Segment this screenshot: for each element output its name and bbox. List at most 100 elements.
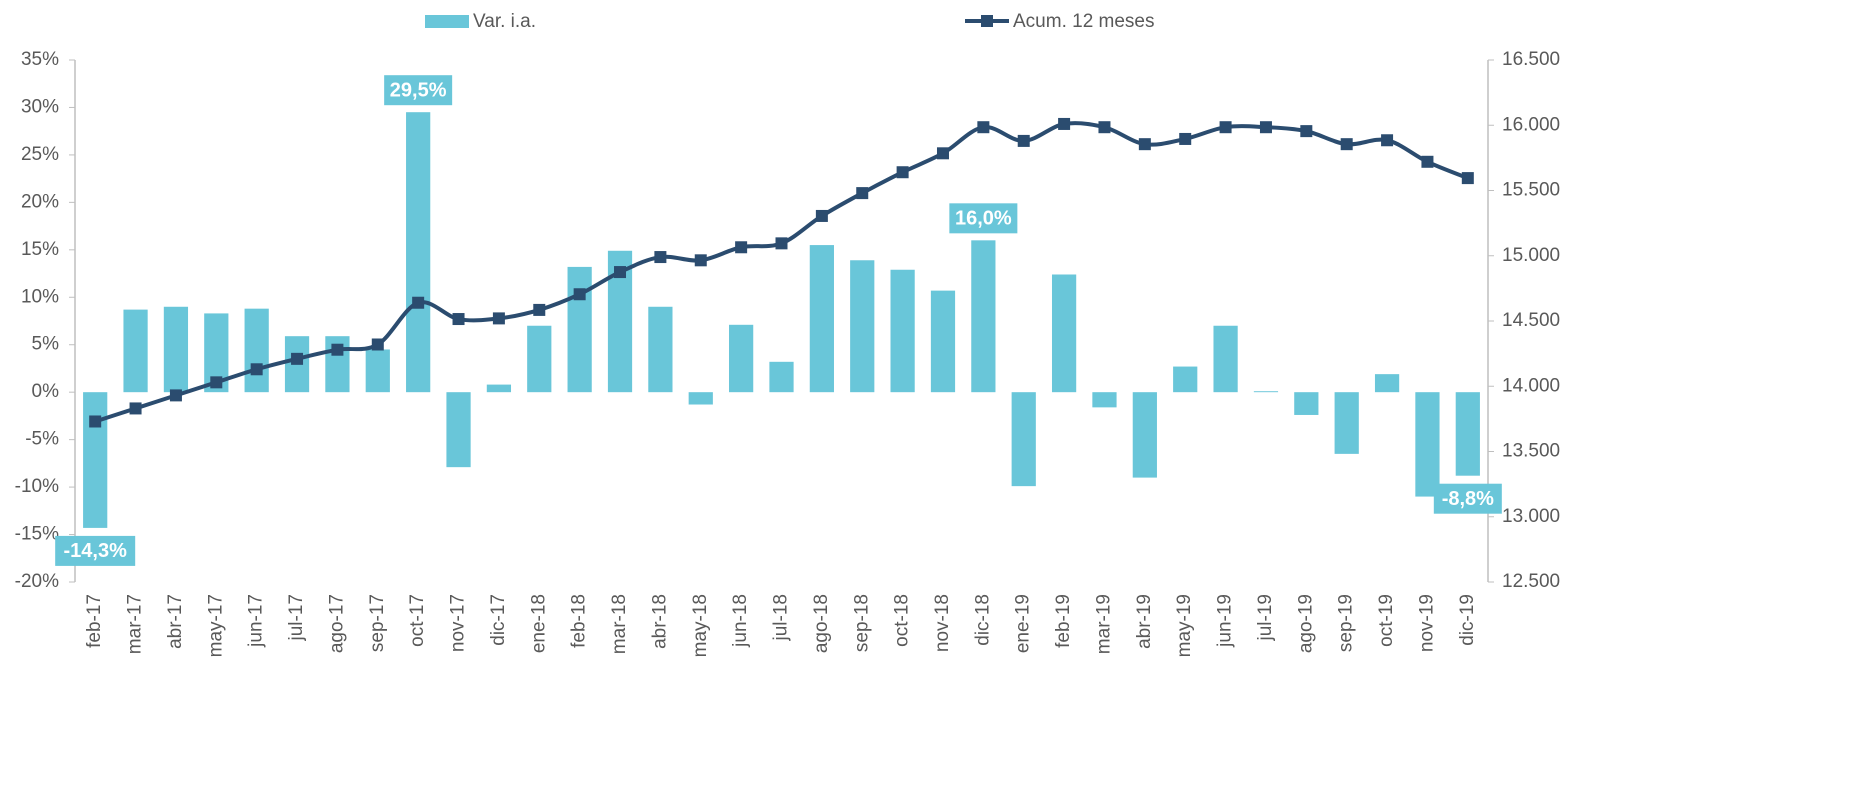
line-marker [1259, 121, 1272, 134]
x-tick-label: feb-19 [1053, 594, 1074, 648]
y-tick-label: -20% [15, 571, 59, 592]
x-tick-label: feb-17 [84, 594, 105, 648]
x-tick-label: may-19 [1174, 594, 1195, 657]
x-tick-label: sep-17 [367, 594, 388, 652]
x-tick-label: dic-19 [1457, 594, 1478, 646]
x-tick-label: nov-18 [932, 594, 953, 652]
bar [163, 306, 189, 393]
x-tick-label: ago-19 [1295, 594, 1316, 653]
line-marker [412, 296, 425, 309]
bar [1132, 392, 1157, 478]
x-tick-label: mar-19 [1093, 594, 1114, 654]
bar [1455, 392, 1480, 476]
line-marker [169, 389, 182, 402]
bar [850, 260, 875, 393]
data-label-box [55, 535, 136, 566]
y2-tick-label: 16.500 [1502, 49, 1560, 70]
y-tick-label: -15% [15, 524, 59, 545]
line-marker [1058, 117, 1071, 130]
bar [1173, 366, 1198, 393]
line-marker [291, 352, 304, 365]
data-label: 16,0% [955, 208, 1012, 230]
line-marker [129, 402, 142, 415]
y2-tick-label: 15.000 [1502, 245, 1560, 266]
x-tick-label: oct-19 [1376, 594, 1397, 647]
bar [446, 392, 471, 468]
line-marker [896, 166, 909, 179]
line-marker [371, 338, 384, 351]
bar [1294, 392, 1319, 415]
line-marker [1421, 155, 1434, 168]
data-label: 29,5% [390, 79, 447, 101]
bar [486, 384, 512, 393]
bar [729, 324, 754, 393]
legend-swatch [425, 15, 469, 28]
bar [809, 245, 834, 393]
x-tick-label: abr-18 [649, 594, 670, 649]
line-marker [250, 363, 263, 376]
bar [1334, 392, 1359, 454]
x-tick-label: feb-18 [569, 594, 590, 648]
legend-label: Acum. 12 meses [1013, 11, 1155, 32]
data-label-box [949, 203, 1018, 234]
y-tick-label: 5% [32, 334, 60, 355]
y2-tick-label: 15.500 [1502, 180, 1560, 201]
line-marker [533, 303, 546, 316]
bar [527, 325, 552, 393]
bar [123, 309, 148, 393]
bar [1092, 392, 1117, 408]
y-tick-label: 30% [21, 96, 59, 117]
y2-tick-label: 14.500 [1502, 310, 1560, 331]
x-tick-label: ago-17 [326, 594, 347, 653]
bar [1213, 325, 1238, 393]
line-marker [1340, 138, 1353, 151]
bar [769, 361, 794, 393]
y2-tick-label: 14.000 [1502, 375, 1560, 396]
bar [1253, 391, 1279, 393]
y2-tick-label: 12.500 [1502, 571, 1560, 592]
data-label-box [1433, 483, 1502, 514]
y2-tick-label: 13.500 [1502, 441, 1560, 462]
line-marker [775, 237, 788, 250]
y-tick-label: 0% [32, 381, 60, 402]
x-tick-label: abr-19 [1134, 594, 1155, 649]
x-tick-label: may-17 [205, 594, 226, 657]
x-tick-label: jun-19 [1215, 594, 1236, 648]
x-tick-label: nov-17 [448, 594, 469, 652]
x-tick-label: oct-17 [407, 594, 428, 647]
x-tick-label: jul-17 [286, 594, 307, 641]
x-tick-label: jul-18 [771, 594, 792, 641]
line-marker [977, 121, 990, 134]
line-marker [1138, 138, 1151, 151]
line-marker [1300, 125, 1313, 138]
y-tick-label: 35% [21, 49, 59, 70]
bar [971, 240, 996, 393]
line-marker [452, 313, 465, 326]
bar [688, 392, 713, 405]
bar [83, 392, 108, 528]
y2-tick-label: 13.000 [1502, 506, 1560, 527]
data-label-box [384, 75, 453, 106]
line-marker [1098, 121, 1111, 134]
bar [930, 290, 956, 393]
line-marker [1219, 121, 1232, 134]
line-marker [492, 312, 505, 325]
x-tick-label: mar-18 [609, 594, 630, 654]
line-marker [1179, 132, 1192, 145]
y-tick-label: 10% [21, 286, 59, 307]
legend-swatch [981, 15, 993, 27]
data-label: -8,8% [1442, 488, 1494, 510]
y2-tick-label: 16.000 [1502, 114, 1560, 135]
x-tick-label: sep-18 [851, 594, 872, 652]
line-marker [331, 343, 344, 356]
bar [1011, 392, 1036, 487]
bar [890, 269, 915, 393]
bar [365, 349, 390, 393]
bar [244, 308, 269, 393]
line-marker [89, 415, 102, 428]
data-label: -14,3% [63, 540, 127, 562]
bar [1051, 274, 1077, 393]
line-marker [1461, 172, 1474, 185]
y-tick-label: 15% [21, 239, 59, 260]
